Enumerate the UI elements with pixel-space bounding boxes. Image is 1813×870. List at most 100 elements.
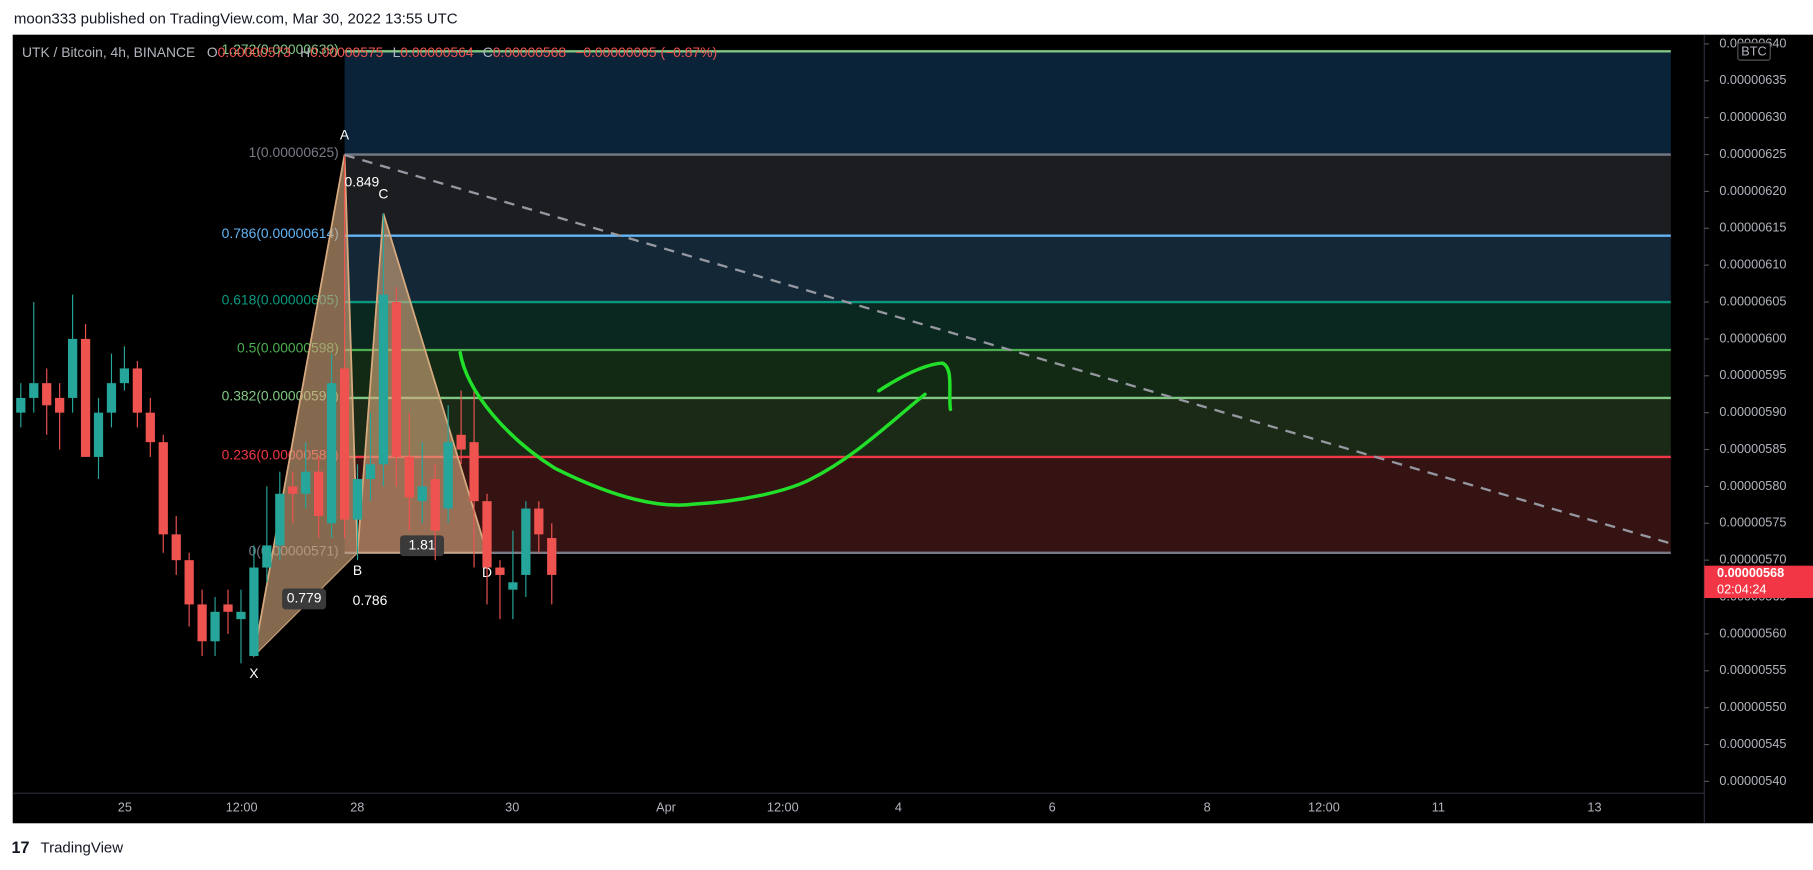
pattern-point-label: X [249,665,258,681]
ratio-box [282,588,327,610]
price-axis: 0.000006400.000006350.000006300.00000625… [1704,35,1813,788]
pattern-ratio: 0.786 [353,592,388,608]
x-tick-label: 11 [1432,800,1445,815]
candle-body [288,486,298,494]
logo-mark: 17 [12,839,30,857]
candle-body [119,368,130,384]
candle-body [158,442,168,535]
legend-item: 0.00000575 [310,44,384,60]
candle-body [378,294,389,465]
candle-body [301,471,311,494]
candles [16,154,557,664]
y-tick-label: 0.00000605 [1719,293,1786,308]
candle-body [42,383,52,406]
candle-body [29,383,39,398]
fib-retracement: 1.272(0.00000639) 1(0.00000625) 0.786(0.00… [222,41,1671,558]
x-tick-label: 12:00 [767,800,799,815]
y-tick-label: 0.00000570 [1719,552,1786,567]
last-price-label: 0.00000568 [1717,565,1784,580]
candle-body [417,486,427,502]
candle-body [145,412,155,443]
candle-body [80,338,91,457]
y-tick-label: 0.00000590 [1719,404,1786,419]
legend-item: 0.00000568 [493,44,567,60]
candle-body [171,534,181,561]
fib-label: 1(0.00000625) [249,144,339,160]
x-tick-label: 28 [350,800,364,815]
candle-body [482,501,492,568]
fib-zone [344,235,1671,303]
y-tick-label: 0.00000585 [1719,441,1786,456]
candle-body [55,397,65,413]
candle-body [534,508,544,535]
x-tick-label: 30 [505,800,519,815]
legend-item: C [483,44,493,60]
drawn-arrow-head [877,361,953,412]
tradingview-logo: 17 TradingView [12,839,124,857]
publish-header: moon333 published on TradingView.com, Ma… [14,11,458,28]
legend-item: 0.00000573 [218,44,292,60]
candle-body [443,442,453,509]
x-tick-label: 12:00 [1308,800,1340,815]
fib-zone [344,397,1671,457]
y-tick-label: 0.00000560 [1719,625,1786,640]
y-tick-label: 0.00000555 [1719,662,1786,677]
fib-label: 0.618(0.00000605) [222,292,339,308]
candle-body [132,368,142,413]
candle-body [495,567,505,575]
pattern-ratio: 0.779 [287,590,322,606]
y-tick-label: 0.00000545 [1719,736,1786,751]
candle-body [210,611,220,642]
y-tick-label: 0.00000620 [1719,183,1786,198]
candle-body [93,412,104,457]
y-tick-label: 0.00000550 [1719,699,1786,714]
candle-body [547,538,557,575]
drawn-arrow [458,350,927,507]
pattern-point-label: C [378,186,388,202]
candle-body [391,302,401,457]
currency-badge [1737,42,1771,61]
candle-body [184,560,194,605]
y-tick-label: 0.00000630 [1719,109,1786,124]
candle-body [365,464,376,480]
countdown-label: 02:04:24 [1717,581,1766,596]
x-tick-label: 13 [1587,800,1601,815]
y-tick-label: 0.00000540 [1719,773,1786,788]
y-tick-label: 0.00000615 [1719,220,1786,235]
fib-zone [344,154,1671,236]
y-tick-label: 0.00000595 [1719,367,1786,382]
legend-item: H [300,44,310,60]
legend-item: UTK / Bitcoin, 4h, BINANCE [22,44,195,60]
legend-text: UTK / Bitcoin, 4h, BINANCE O0.00000573 H0.… [22,44,717,60]
candle-body [67,338,78,398]
candle-body [430,479,440,531]
x-tick-label: 25 [118,800,132,815]
currency-label: BTC [1741,43,1766,58]
fib-zone [344,51,1671,155]
trend-line [344,153,1672,545]
y-tick-label: 0.00000635 [1719,72,1786,87]
symbol-legend: UTK / Bitcoin, 4h, BINANCE O0.00000573 H0.… [22,44,717,60]
candle-body [352,479,363,520]
x-tick-label: 6 [1049,800,1056,815]
fib-zone [344,456,1671,553]
y-tick-label: 0.00000610 [1719,257,1786,272]
legend-item: −0.00000005 (−0.87%) [575,44,717,60]
candle-body [16,397,26,413]
x-tick-label: 12:00 [226,800,258,815]
y-tick-label: 0.00000575 [1719,515,1786,530]
candle-body [223,604,233,612]
x-tick-label: 4 [895,800,902,815]
x-tick-label: 8 [1204,800,1211,815]
candle-body [456,434,466,450]
pattern-point-label: B [353,562,362,578]
candle-body [262,545,272,568]
fib-label: 0.786(0.00000614) [222,225,339,241]
fib-zone [344,302,1671,350]
candle-body [404,456,414,498]
x-tick-label: Apr [656,800,677,815]
candle-body [197,604,207,642]
legend-item: L [393,44,401,60]
candle-body [339,368,350,520]
